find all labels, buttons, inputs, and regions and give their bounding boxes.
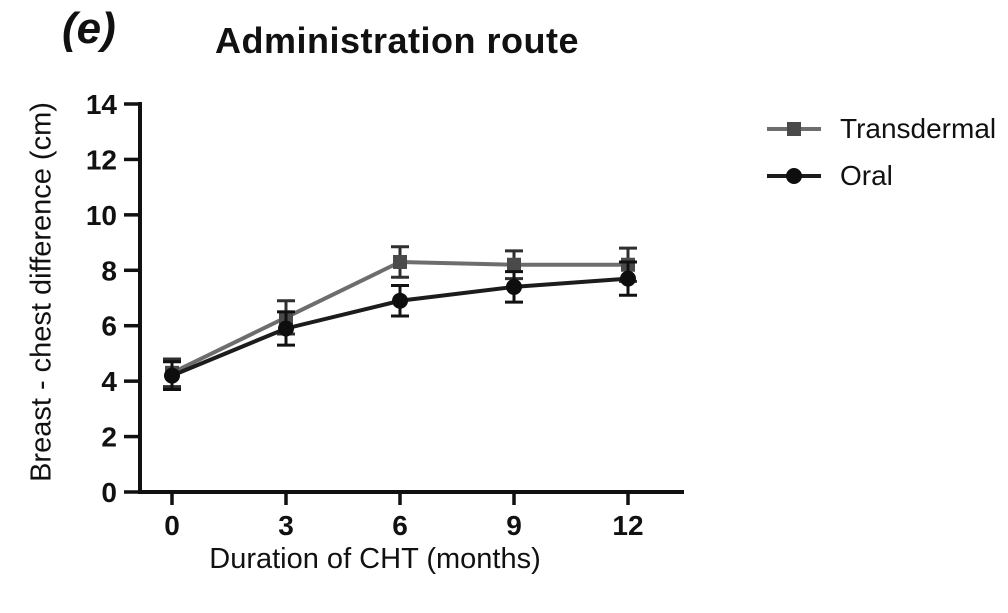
x-tick-label: 0 (164, 510, 180, 541)
data-point-marker (506, 278, 522, 295)
data-point-marker (507, 257, 521, 272)
x-axis-label: Duration of CHT (months) (209, 543, 541, 575)
legend-item-transdermal: Transdermal (766, 113, 996, 145)
transdermal-square-marker-icon (767, 122, 821, 136)
y-tick-label: 14 (86, 89, 118, 120)
x-tick-label: 9 (506, 510, 522, 541)
oral-circle-marker-icon (767, 168, 821, 184)
y-tick-label: 0 (101, 477, 117, 508)
legend-label-transdermal: Transdermal (840, 113, 997, 144)
legend: Transdermal Oral (766, 113, 996, 192)
data-point-marker (620, 270, 636, 287)
x-tick-label: 6 (392, 510, 408, 541)
data-point-marker (392, 292, 408, 309)
x-tick-label: 3 (278, 510, 294, 541)
series-oral (163, 260, 637, 391)
x-tick-label: 12 (612, 510, 643, 541)
legend-label-oral: Oral (840, 160, 893, 191)
data-point-marker (164, 367, 180, 384)
data-point-marker (278, 320, 294, 337)
y-tick-label: 12 (86, 144, 117, 175)
chart-title: Administration route (214, 20, 579, 61)
y-tick-label: 8 (101, 255, 117, 286)
y-tick-label: 2 (101, 422, 117, 453)
data-point-marker (393, 254, 407, 269)
y-tick-label: 4 (101, 366, 117, 397)
legend-item-oral: Oral (766, 160, 996, 192)
panel-label: (e) (62, 4, 116, 53)
y-tick-label: 6 (101, 311, 117, 342)
y-tick-label: 10 (86, 200, 117, 231)
